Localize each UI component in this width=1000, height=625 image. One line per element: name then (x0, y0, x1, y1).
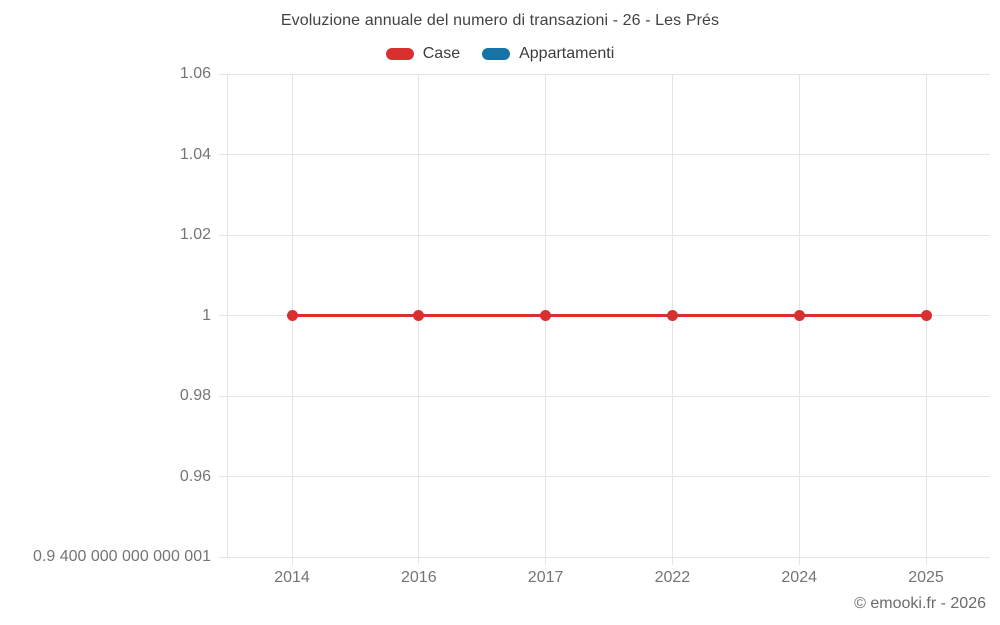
case-series-swatch-icon (385, 48, 414, 60)
horizontal-gridline (219, 234, 990, 236)
data-point-case-2022[interactable] (666, 310, 678, 321)
horizontal-gridline (219, 73, 990, 75)
horizontal-gridline (219, 395, 990, 397)
legend-item-case[interactable]: Case (385, 45, 461, 63)
y-tick-label: 1.02 (179, 226, 211, 243)
data-point-case-2014[interactable] (286, 310, 298, 321)
data-point-case-2017[interactable] (540, 310, 552, 321)
horizontal-gridline (219, 556, 990, 558)
data-point-case-2016[interactable] (413, 310, 425, 321)
copyright-text: © emooki.fr - 2026 (854, 595, 986, 612)
chart-legend: Case Appartamenti (0, 45, 1000, 63)
data-point-case-2024[interactable] (793, 310, 805, 321)
legend-item-appartamenti[interactable]: Appartamenti (482, 45, 614, 63)
appartamenti-series-swatch-icon (482, 48, 511, 60)
x-tick-label: 2022 (654, 569, 691, 586)
horizontal-gridline (219, 476, 990, 477)
y-tick-label: 1.06 (179, 65, 211, 82)
x-tick-label: 2025 (908, 569, 944, 586)
y-tick-label: 1.04 (179, 145, 211, 163)
data-point-case-2025[interactable] (920, 310, 932, 321)
y-tick-label: 0.96 (179, 467, 211, 485)
y-tick-label: 0.9 400 000 000 000 001 (33, 548, 211, 565)
x-tick-label: 2017 (527, 569, 564, 586)
x-tick-label: 2016 (401, 569, 437, 586)
y-axis-labels: 1.06 1.04 1.02 1 0.98 0.96 0.9 400 000 000 000… (0, 65, 211, 565)
x-tick-label: 2014 (274, 569, 310, 586)
chart-title: Evoluzione annuale del numero di transaz… (280, 12, 720, 29)
y-tick-label: 0.98 (179, 387, 211, 404)
x-tick-label: 2024 (781, 569, 817, 586)
legend-label-appartamenti: Appartamenti (519, 45, 615, 62)
series-line-case (292, 313, 926, 318)
y-tick-label: 1 (202, 306, 211, 324)
legend-label-case: Case (422, 45, 461, 62)
horizontal-gridline (219, 154, 990, 155)
plot-area: 2014 2016 2017 2022 2024 2025 (219, 73, 990, 586)
